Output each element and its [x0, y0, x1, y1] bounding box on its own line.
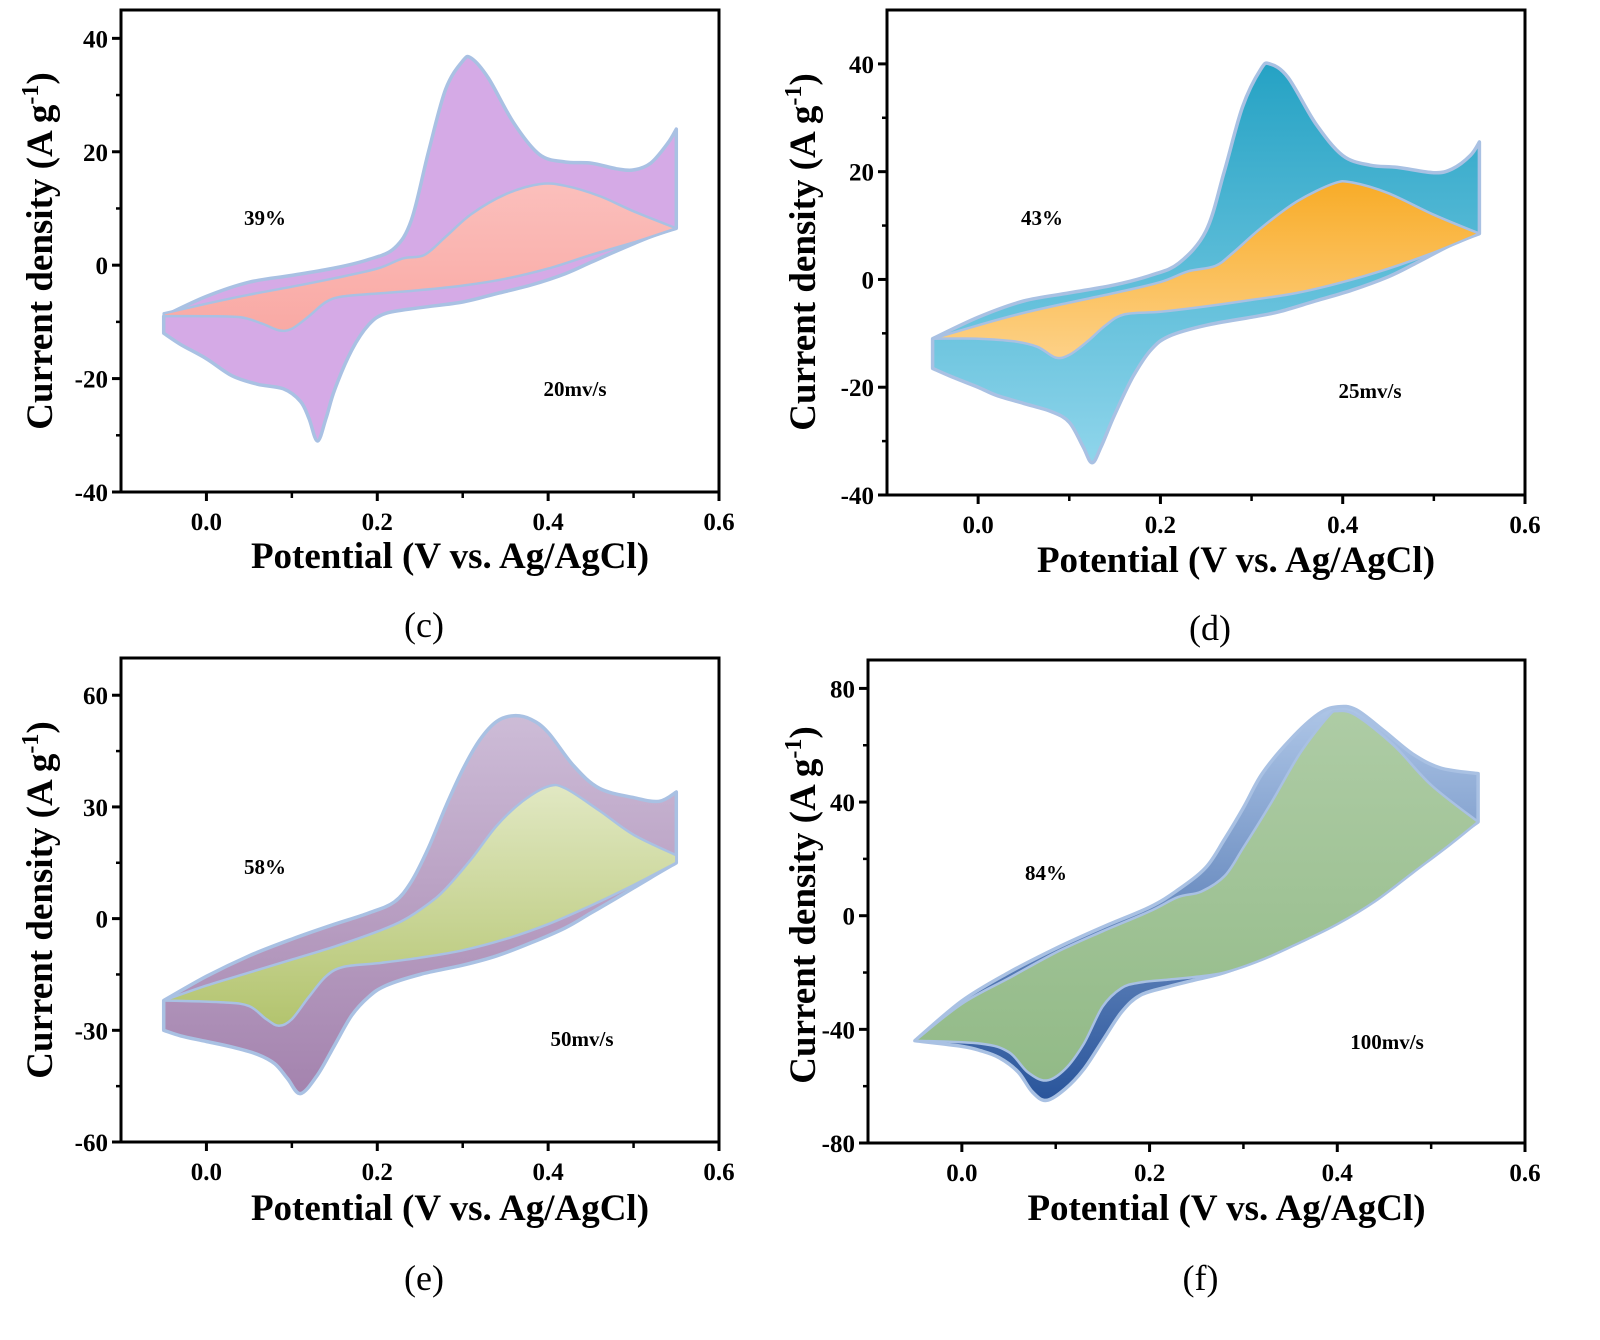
cv-inner-loop [162, 783, 678, 1028]
chart-panel-e: 0.0 0.2 0.4 0.6 -60 -30 0 30 60 Potential (V vs. … [18, 656, 735, 1298]
y-tick-label: -40 [841, 483, 874, 510]
panel-label: (f) [1183, 1258, 1219, 1298]
plot-frame [119, 8, 721, 494]
capacitive-percentage-label: 58% [244, 855, 286, 879]
y-tick-label: 30 [83, 795, 108, 822]
y-tick-label: 40 [849, 52, 874, 79]
y-tick-label: 40 [830, 790, 855, 817]
x-tick-label: 0.2 [362, 509, 393, 536]
scan-rate-label: 25mv/s [1339, 379, 1402, 403]
capacitive-percentage-label: 84% [1025, 861, 1067, 885]
x-tick-label: 0.4 [533, 1159, 565, 1186]
chart-panel-f: 0.0 0.2 0.4 0.6 -80 -40 0 40 80 Potential (V vs. … [781, 658, 1541, 1298]
x-tick-label: 0.0 [191, 509, 222, 536]
y-tick-label: -20 [841, 375, 874, 402]
x-tick-label: 0.2 [1145, 512, 1176, 539]
y-axis-title: Current density (A g-1) [781, 73, 824, 430]
y-tick-label: 20 [849, 160, 874, 187]
scan-rate-label: 20mv/s [544, 377, 607, 401]
chart-panel-c: 0.0 0.2 0.4 0.6 -40 -20 0 20 40 Potential (V vs. … [18, 8, 735, 645]
chart-panel-d: 0.0 0.2 0.4 0.6 -40 -20 0 20 40 Potential (V vs. … [781, 8, 1541, 648]
x-tick-label: 0.2 [362, 1159, 393, 1186]
panel-label: (d) [1189, 608, 1231, 648]
y-tick-label: -20 [75, 367, 108, 394]
cv-inner-loop [162, 182, 678, 333]
y-tick-label: -40 [75, 480, 108, 507]
y-tick-label: 60 [83, 683, 108, 710]
y-tick-label: 0 [96, 253, 109, 280]
capacitive-percentage-label: 43% [1021, 206, 1063, 230]
y-tick-label: -60 [75, 1130, 108, 1157]
x-axis-title: Potential (V vs. Ag/AgCl) [1037, 540, 1435, 581]
scan-rate-label: 50mv/s [551, 1027, 614, 1051]
y-tick-label: 0 [843, 904, 856, 931]
cv-inner-loop [931, 179, 1481, 360]
x-tick-label: 0.6 [1509, 1160, 1540, 1187]
x-tick-label: 0.0 [191, 1159, 222, 1186]
y-axis-title: Current density (A g-1) [18, 721, 61, 1078]
x-tick-label: 0.6 [703, 509, 734, 536]
x-tick-label: 0.4 [533, 509, 565, 536]
y-tick-label: -30 [75, 1018, 108, 1045]
y-tick-label: 40 [83, 26, 108, 53]
x-tick-label: 0.0 [963, 512, 994, 539]
x-tick-label: 0.6 [1509, 512, 1540, 539]
scan-rate-label: 100mv/s [1350, 1030, 1424, 1054]
x-tick-label: 0.6 [703, 1159, 734, 1186]
x-axis-title: Potential (V vs. Ag/AgCl) [1027, 1188, 1425, 1229]
y-tick-label: 0 [862, 267, 875, 294]
y-tick-label: -40 [822, 1017, 855, 1044]
y-axis-title: Current density (A g-1) [18, 72, 61, 429]
x-tick-label: 0.0 [946, 1160, 977, 1187]
panel-label: (e) [404, 1258, 444, 1298]
panel-label: (c) [404, 605, 444, 645]
y-tick-label: 80 [830, 676, 855, 703]
x-tick-label: 0.4 [1327, 512, 1359, 539]
x-tick-label: 0.4 [1322, 1160, 1354, 1187]
plot-frame [885, 8, 1527, 497]
y-tick-label: -80 [822, 1131, 855, 1158]
x-axis-title: Potential (V vs. Ag/AgCl) [251, 536, 649, 577]
x-tick-label: 0.2 [1134, 1160, 1165, 1187]
y-tick-label: 20 [83, 140, 108, 167]
y-tick-label: 0 [96, 907, 109, 934]
capacitive-percentage-label: 39% [244, 206, 286, 230]
y-axis-title: Current density (A g-1) [781, 726, 824, 1083]
plot-frame [866, 658, 1527, 1145]
x-axis-title: Potential (V vs. Ag/AgCl) [251, 1188, 649, 1229]
plot-frame [119, 656, 721, 1144]
cv-inner-loop [913, 709, 1480, 1082]
